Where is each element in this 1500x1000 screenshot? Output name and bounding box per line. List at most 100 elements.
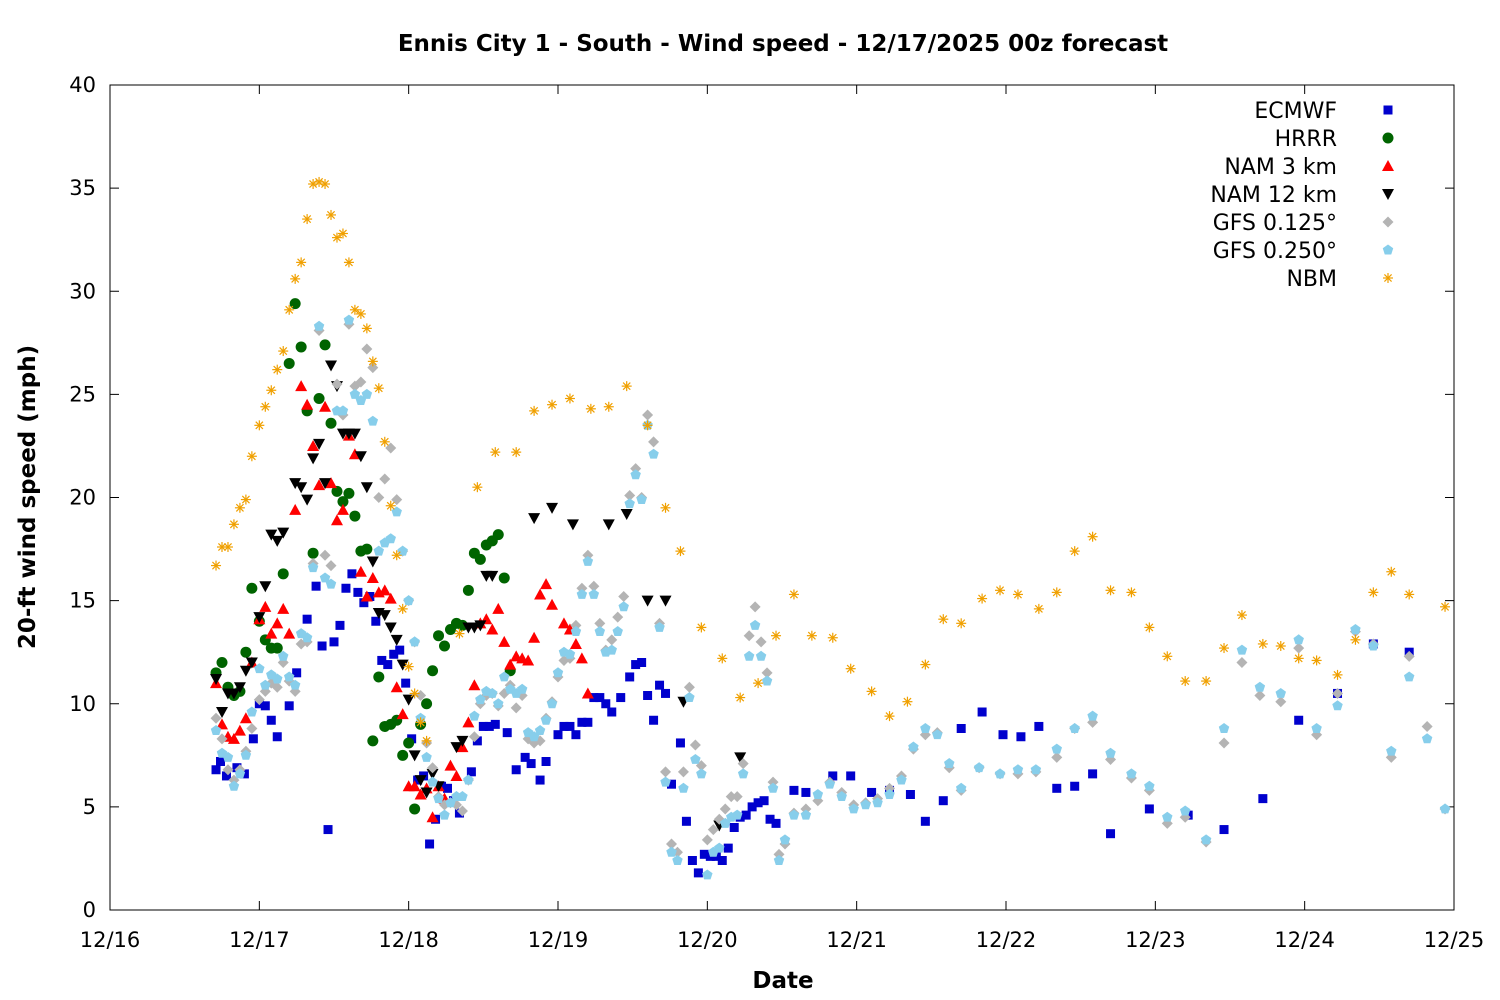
ecmwf-point [977,707,987,717]
nbm-point [490,447,501,458]
gfs-0-125-point [1293,642,1305,654]
nbm-point [260,401,271,412]
gfs-0-125-point [588,580,600,592]
gfs-0-125-point [725,791,737,803]
nam-12-km-point [402,694,415,706]
gfs-0-125-point [606,634,618,646]
nbm-point [397,603,408,614]
legend-item-gfs-0-250: GFS 0.250° [1213,239,1394,264]
nam-12-km-point [566,519,579,531]
hrrr-point [319,339,331,351]
nbm-point [827,632,838,643]
ecmwf-point [723,843,733,853]
legend-marker-ecmwf [1383,105,1393,115]
nam-12-km-point [277,527,290,539]
ecmwf-point [661,688,671,698]
x-tick-label: 12/22 [976,928,1037,952]
gfs-0-125-point [749,601,761,613]
ecmwf-point [681,816,691,826]
ecmwf-point [1016,732,1026,742]
y-tick-label: 20 [69,486,96,510]
gfs-0-250-point [1236,644,1248,655]
nam-3-km-point [301,398,314,410]
ecmwf-point [347,569,357,579]
ecmwf-point [1088,769,1098,779]
ecmwf-point [1294,715,1304,725]
series-gfs-0-125 [210,318,1451,860]
gfs-0-250-point [409,636,420,647]
ecmwf-point [526,759,536,769]
nbm-point [337,228,348,239]
gfs-0-250-point [319,572,331,583]
ecmwf-point [284,701,294,711]
nbm-point [1311,655,1322,666]
gfs-0-125-point [683,681,695,693]
legend-item-ecmwf: ECMWF [1254,99,1393,124]
gfs-0-125-point [427,762,439,774]
nbm-point [254,420,265,431]
gfs-0-250-point [283,671,295,682]
nbm-point [977,593,988,604]
gfs-0-125-point [355,376,367,388]
hrrr-point [397,749,409,761]
gfs-0-250-point [624,498,635,509]
nam-3-km-point [462,716,475,728]
ecmwf-point [1219,825,1229,835]
nbm-point [246,451,257,462]
hrrr-point [409,803,421,815]
nam-12-km-point [354,451,367,463]
nam-12-km-point [474,620,487,632]
gfs-0-250-point [678,782,689,793]
ecmwf-point [571,730,581,740]
gfs-0-125-point [737,758,749,770]
nam-12-km-point [233,682,246,694]
gfs-0-250-point [779,834,791,845]
hrrr-point [240,646,252,658]
gfs-0-125-point [701,834,713,846]
gfs-0-250-point [932,729,943,740]
nam-12-km-point [319,478,332,490]
x-tick-label: 12/25 [1424,928,1485,952]
nam-3-km-point [354,565,367,577]
nbm-point [866,686,877,697]
gfs-0-125-point [1275,696,1287,708]
hrrr-point [498,572,510,584]
gfs-0-250-point [872,797,883,808]
legend-marker-nam-3-km [1382,160,1394,171]
hrrr-point [216,657,228,668]
gfs-0-250-point [552,667,564,678]
nbm-point [1105,585,1116,596]
gfs-0-125-point [373,492,385,503]
gfs-0-125-point [361,343,373,355]
gfs-0-250-point [534,725,546,736]
nbm-point [290,273,301,284]
gfs-0-125-point [468,731,480,743]
legend-marker-gfs-0-250 [1382,244,1394,255]
axis-ticks [109,84,1455,911]
gfs-0-125-point [319,549,331,561]
x-tick-label: 12/23 [1125,928,1186,952]
nam-12-km-point [546,502,559,514]
gfs-0-250-point [920,723,931,733]
gfs-0-125-point [665,838,677,850]
gfs-0-250-point [1030,764,1042,775]
gfs-0-250-point [246,706,258,717]
gfs-0-125-point [210,712,222,724]
series-hrrr [210,298,516,815]
hrrr-point [373,671,385,683]
nam-3-km-point [325,477,338,489]
gfs-0-125-point [761,667,773,679]
nbm-point [1350,634,1361,645]
gfs-0-125-point [707,824,719,836]
gfs-0-250-point [1162,811,1173,822]
gfs-0-250-point [499,671,510,682]
nam-3-km-point [390,681,403,693]
nbm-point [1162,651,1173,662]
nbm-point [1440,601,1451,612]
hrrr-point [331,485,343,497]
hrrr-point [337,496,349,508]
gfs-0-250-point [516,683,528,694]
gfs-0-250-point [749,619,761,630]
ecmwf-point [625,672,635,682]
nam-3-km-point [569,637,582,649]
